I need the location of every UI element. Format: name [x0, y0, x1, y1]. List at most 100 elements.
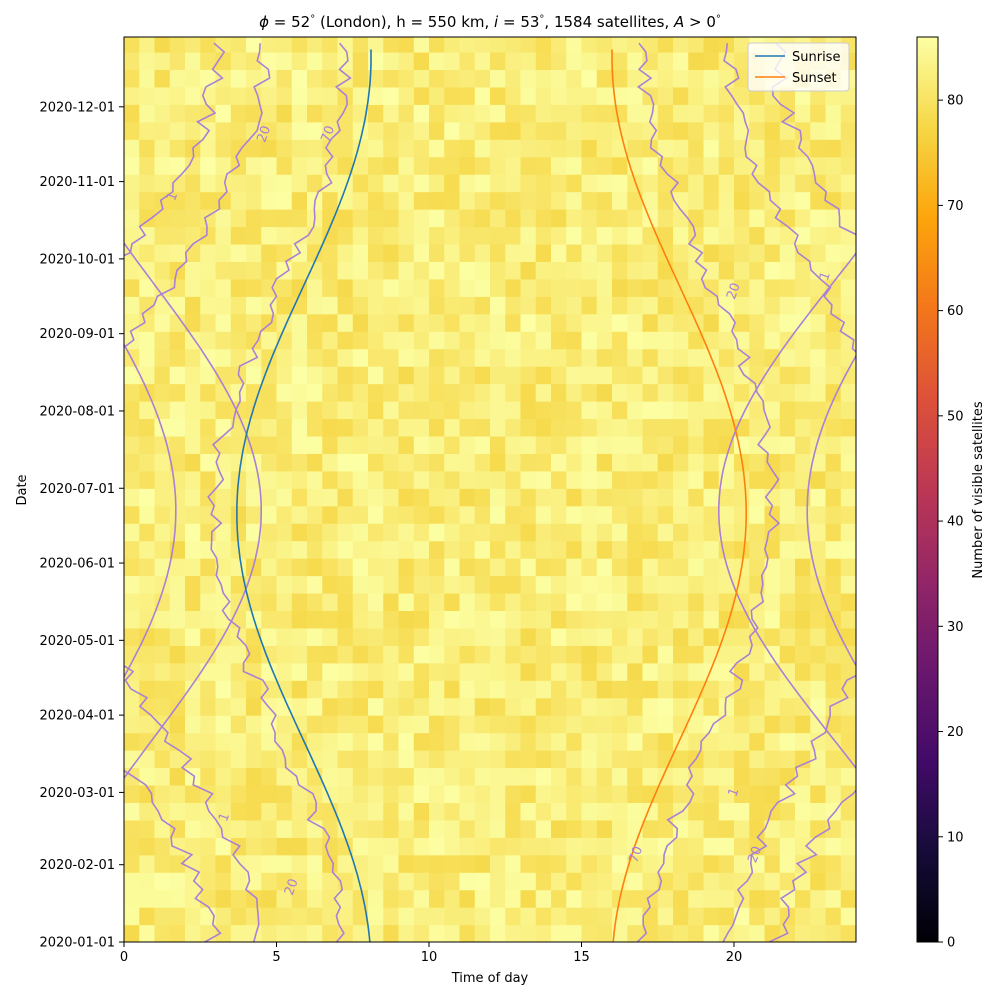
heatmap-cell: [566, 784, 583, 803]
heatmap-cell: [795, 715, 811, 734]
heatmap-cell: [581, 37, 598, 53]
heatmap-cell: [139, 558, 156, 577]
heatmap-cell: [642, 715, 659, 734]
heatmap-cell: [154, 505, 171, 524]
legend-box: [747, 42, 850, 92]
heatmap-cell: [215, 523, 232, 542]
heatmap-cell: [505, 645, 522, 664]
heatmap-cell: [322, 313, 339, 332]
heatmap-cell: [566, 854, 583, 873]
heatmap-cell: [215, 715, 232, 734]
heatmap-cell: [291, 383, 308, 402]
heatmap-cell: [673, 37, 689, 53]
heatmap-cell: [139, 907, 156, 926]
heatmap-cell: [535, 418, 552, 437]
sunrise-line: [236, 49, 372, 942]
heatmap-cell: [368, 907, 384, 926]
heatmap-cell: [398, 51, 415, 71]
heatmap-cell: [398, 715, 415, 734]
heatmap-cell: [368, 470, 384, 489]
heatmap-cell: [764, 366, 781, 385]
heatmap-cell: [734, 784, 750, 803]
heatmap-cell: [200, 418, 217, 437]
heatmap-cell: [840, 523, 856, 542]
heatmap-cell: [398, 243, 415, 262]
heatmap-cell: [474, 837, 491, 856]
heatmap-cell: [551, 645, 567, 664]
heatmap-cell: [322, 470, 339, 489]
heatmap-cell: [139, 139, 156, 158]
heatmap-cell: [154, 610, 171, 629]
heatmap-cell: [429, 697, 445, 716]
heatmap-cell: [322, 592, 339, 612]
heatmap-cell: [307, 627, 323, 646]
heatmap-cell: [215, 697, 232, 716]
heatmap-cell: [764, 348, 781, 367]
heatmap-cell: [215, 191, 232, 210]
heatmap-cell: [749, 470, 766, 489]
heatmap-cell: [413, 872, 430, 891]
heatmap-cell: [322, 226, 339, 245]
heatmap-cell: [169, 662, 186, 681]
heatmap-cell: [124, 907, 140, 926]
heatmap-cell: [596, 418, 613, 437]
heatmap-cell: [291, 488, 308, 507]
heatmap-cell: [642, 435, 659, 454]
heatmap-cell: [520, 837, 537, 856]
title-alt: A: [673, 13, 684, 31]
heatmap-cell: [566, 592, 583, 612]
heatmap-cell: [322, 767, 339, 786]
heatmap-cell: [185, 418, 201, 437]
heatmap-cell: [749, 924, 766, 942]
heatmap-cell: [520, 209, 537, 228]
heatmap-cell: [657, 418, 674, 437]
heatmap-cell: [429, 575, 445, 594]
heatmap-cell: [535, 296, 552, 315]
heatmap-cell: [337, 104, 354, 123]
heatmap-cell: [795, 331, 811, 350]
heatmap-cell: [642, 383, 659, 402]
heatmap-cell: [307, 715, 323, 734]
heatmap-cell: [185, 662, 201, 681]
heatmap-cell: [230, 662, 247, 681]
heatmap-cell: [307, 51, 323, 71]
heatmap-cell: [734, 802, 750, 821]
heatmap-cell: [673, 750, 689, 769]
heatmap-cell: [718, 907, 735, 926]
heatmap-cell: [352, 313, 369, 332]
heatmap-cell: [307, 69, 323, 88]
heatmap-cell: [840, 366, 856, 385]
heatmap-cell: [718, 750, 735, 769]
heatmap-cell: [154, 366, 171, 385]
heatmap-cell: [413, 680, 430, 699]
heatmap-cell: [352, 575, 369, 594]
heatmap-cell: [688, 575, 705, 594]
heatmap-cell: [627, 767, 644, 786]
heatmap-cell: [749, 104, 766, 123]
heatmap-cell: [596, 819, 613, 838]
heatmap-cell: [398, 523, 415, 542]
heatmap-cell: [185, 191, 201, 210]
heatmap-cell: [795, 592, 811, 612]
heatmap-cell: [337, 261, 354, 280]
heatmap-cell: [551, 435, 567, 454]
heatmap-cell: [551, 418, 567, 437]
heatmap-cell: [566, 366, 583, 385]
heatmap-cell: [627, 715, 644, 734]
heatmap-cell: [276, 610, 293, 629]
heatmap-cell: [718, 243, 735, 262]
heatmap-cell: [718, 453, 735, 472]
heatmap-cell: [749, 732, 766, 751]
heatmap-cell: [795, 243, 811, 262]
heatmap-cell: [368, 610, 384, 629]
heatmap-cell: [124, 540, 140, 559]
heatmap-cell: [520, 296, 537, 315]
heatmap-cell: [352, 400, 369, 420]
heatmap-cell: [535, 104, 552, 123]
heatmap-cell: [215, 750, 232, 769]
heatmap-cell: [566, 697, 583, 716]
heatmap-cell: [535, 924, 552, 942]
heatmap-cell: [718, 872, 735, 891]
heatmap-cell: [261, 435, 278, 454]
heatmap-cell: [688, 104, 705, 123]
